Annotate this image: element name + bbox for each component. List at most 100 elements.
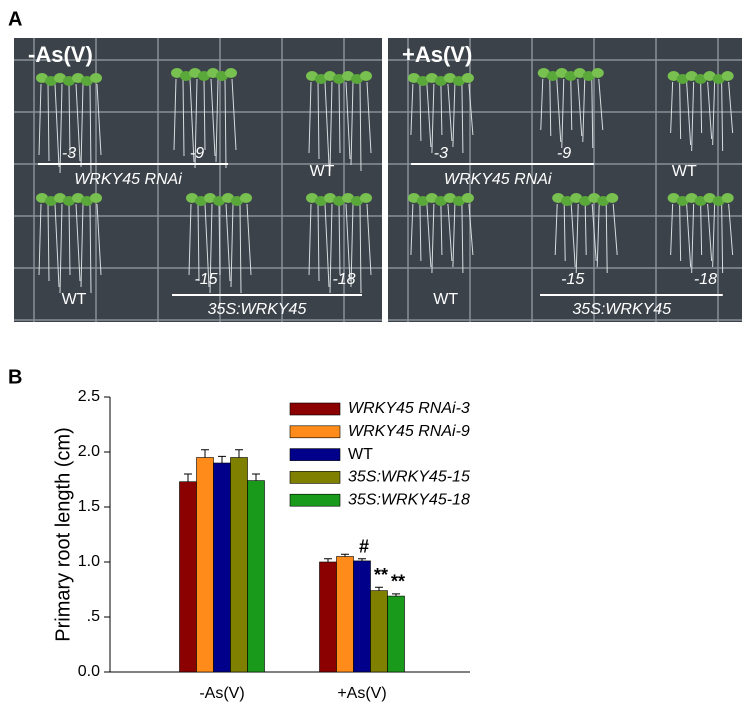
- x-tick-label: -As(V): [199, 685, 244, 702]
- leaf: [36, 73, 48, 83]
- root: [194, 78, 198, 169]
- root: [563, 203, 566, 262]
- bar: [247, 480, 265, 673]
- leaf: [676, 196, 689, 206]
- leaf: [54, 193, 66, 203]
- root: [80, 203, 84, 288]
- root: [540, 78, 544, 131]
- y-tick-label: 2.0: [78, 443, 100, 460]
- root: [452, 203, 456, 268]
- root: [447, 203, 453, 262]
- root: [721, 203, 724, 274]
- root: [679, 203, 682, 262]
- error-bar: [392, 593, 400, 597]
- leaf: [573, 68, 586, 78]
- root: [350, 203, 354, 288]
- root: [554, 203, 558, 256]
- root: [440, 83, 443, 136]
- leaf: [452, 76, 465, 86]
- root: [461, 83, 464, 154]
- y-tick-label: 0.0: [78, 663, 100, 680]
- root: [359, 81, 362, 172]
- root: [89, 83, 92, 174]
- leaf: [685, 71, 698, 81]
- root: [359, 203, 362, 294]
- error-bar: [235, 449, 243, 458]
- root: [75, 203, 81, 282]
- root: [591, 78, 594, 149]
- leaf: [425, 193, 438, 203]
- root: [700, 203, 703, 256]
- legend-swatch: [289, 448, 341, 461]
- y-tick-label: 1.5: [78, 498, 100, 515]
- leaf: [712, 74, 725, 84]
- root: [468, 83, 474, 136]
- root: [707, 203, 713, 262]
- leaf: [222, 193, 234, 203]
- root: [308, 203, 312, 276]
- root: [230, 203, 234, 288]
- bar: [336, 556, 354, 673]
- leaf: [63, 196, 75, 206]
- legend-swatch: [289, 402, 341, 416]
- root: [338, 81, 341, 154]
- legend-label: WRKY45 RNAi-3: [348, 400, 470, 417]
- leaf: [703, 71, 716, 81]
- root: [582, 78, 586, 143]
- leaf: [240, 193, 252, 203]
- root: [570, 78, 573, 131]
- leaf: [712, 196, 725, 206]
- root: [598, 78, 604, 131]
- root: [308, 81, 312, 154]
- y-tick-label: 2.5: [78, 388, 100, 405]
- leaf: [63, 76, 75, 86]
- root: [670, 203, 674, 256]
- leaf: [351, 74, 363, 84]
- root: [54, 83, 60, 168]
- error-bar: [184, 473, 192, 482]
- photo-label: WT: [672, 163, 697, 180]
- condition-label: -As(V): [28, 42, 93, 67]
- leaf: [461, 73, 474, 83]
- leaf: [452, 196, 465, 206]
- root: [54, 203, 60, 288]
- root: [189, 78, 195, 163]
- root: [224, 78, 227, 169]
- leaf: [591, 68, 604, 78]
- error-bar: [201, 449, 209, 458]
- leaf: [434, 196, 447, 206]
- leaf: [333, 196, 345, 206]
- legend-label: WT: [348, 446, 373, 463]
- leaf: [443, 193, 456, 203]
- leaf: [416, 76, 429, 86]
- leaf: [721, 193, 734, 203]
- leaf: [216, 71, 228, 81]
- root: [447, 83, 453, 142]
- root: [691, 81, 695, 152]
- root: [426, 203, 432, 268]
- root: [96, 83, 102, 156]
- photo-label: -15: [561, 271, 584, 288]
- photo-label: -9: [190, 145, 204, 162]
- root: [47, 83, 50, 162]
- photo-label: WT: [62, 291, 87, 308]
- legend-swatch: [289, 425, 341, 439]
- leaf: [45, 196, 57, 206]
- leaf: [207, 68, 219, 78]
- leaf: [443, 73, 456, 83]
- root: [218, 203, 221, 276]
- bar: [196, 457, 214, 673]
- root: [679, 81, 682, 140]
- panel-label: A: [8, 8, 22, 30]
- leaf: [198, 71, 210, 81]
- y-tick-label: .5: [87, 608, 100, 625]
- leaf: [461, 193, 474, 203]
- bar: [370, 590, 388, 673]
- root: [75, 83, 81, 162]
- root: [338, 203, 341, 276]
- legend-label: WRKY45 RNAi-9: [348, 423, 470, 440]
- leaf: [306, 193, 318, 203]
- leaf: [407, 73, 420, 83]
- leaf: [186, 193, 198, 203]
- leaf: [171, 68, 183, 78]
